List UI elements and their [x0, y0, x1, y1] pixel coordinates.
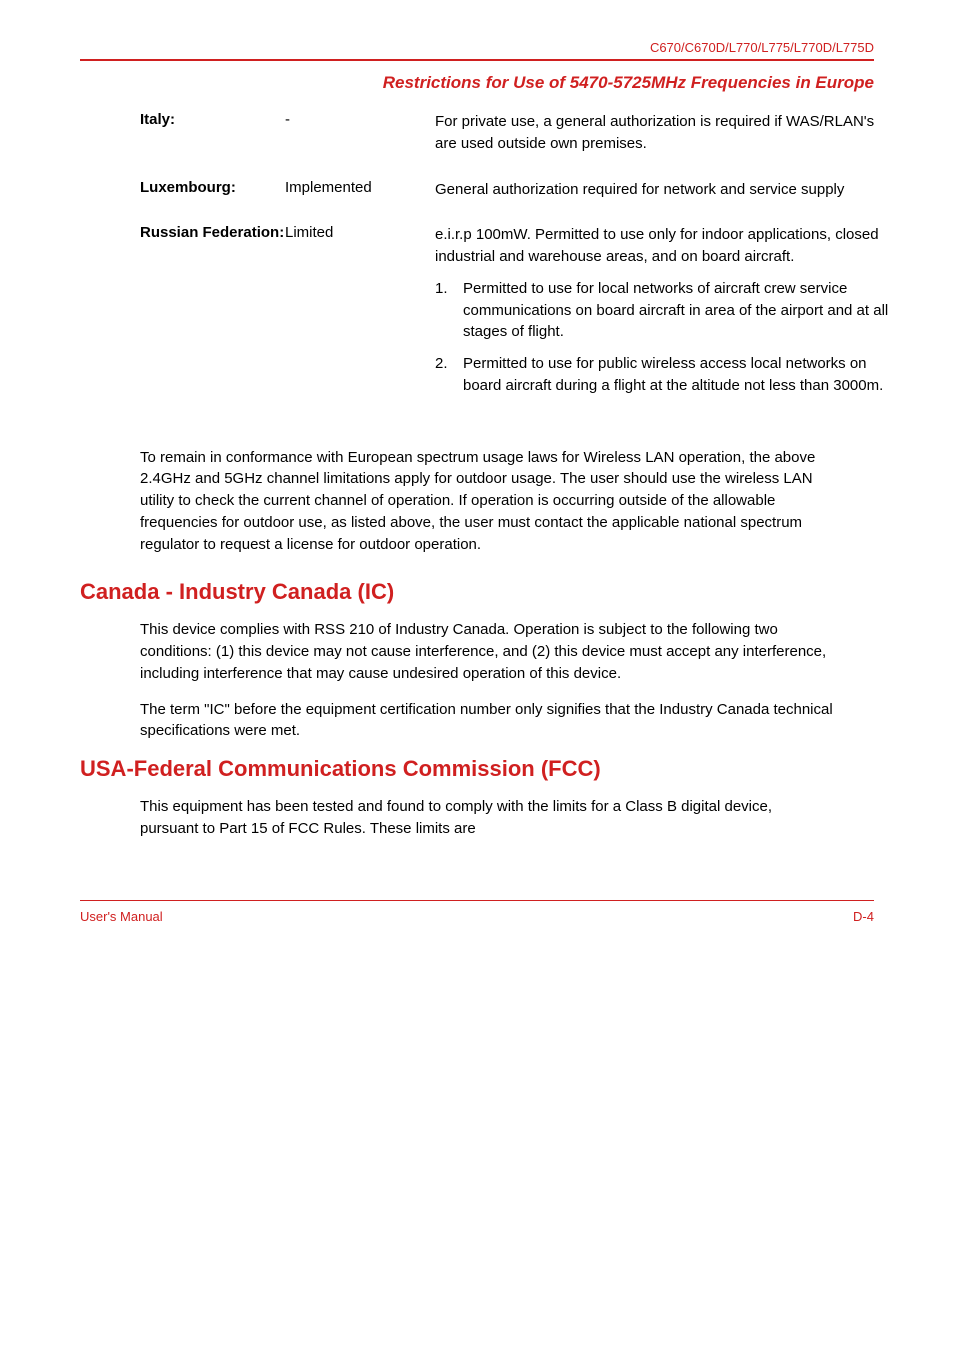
description-italy: For private use, a general authorization… — [435, 111, 934, 155]
fcc-heading: USA-Federal Communications Commission (F… — [80, 756, 874, 782]
russian-numbered-list: 1. Permitted to use for local networks o… — [435, 278, 894, 397]
list-text-2: Permitted to use for public wireless acc… — [463, 353, 894, 397]
footer-right: D-4 — [853, 909, 874, 924]
description-russian-text: e.i.r.p 100mW. Permitted to use only for… — [435, 226, 879, 265]
restrictions-row-russian: Russian Federation: Limited e.i.r.p 100m… — [140, 224, 934, 406]
header-divider — [80, 59, 874, 61]
restrictions-section-title: Restrictions for Use of 5470-5725MHz Fre… — [80, 73, 874, 93]
list-text-1: Permitted to use for local networks of a… — [463, 278, 894, 343]
status-russian: Limited — [285, 224, 435, 406]
list-num-2: 2. — [435, 353, 463, 397]
conformance-paragraph: To remain in conformance with European s… — [140, 447, 834, 556]
country-russian-label: Russian Federation: — [140, 224, 285, 406]
footer-left: User's Manual — [80, 909, 163, 924]
canada-p2: The term "IC" before the equipment certi… — [140, 699, 834, 743]
description-russian: e.i.r.p 100mW. Permitted to use only for… — [435, 224, 934, 406]
country-luxembourg-label: Luxembourg: — [140, 179, 285, 201]
fcc-p1: This equipment has been tested and found… — [140, 796, 834, 840]
restrictions-row-italy: Italy: - For private use, a general auth… — [140, 111, 934, 155]
restrictions-row-luxembourg: Luxembourg: Implemented General authoriz… — [140, 179, 934, 201]
page-footer: User's Manual D-4 — [80, 900, 874, 924]
status-italy: - — [285, 111, 435, 155]
restrictions-table: Italy: - For private use, a general auth… — [140, 111, 934, 407]
status-luxembourg: Implemented — [285, 179, 435, 201]
country-italy-label: Italy: — [140, 111, 285, 155]
canada-p1: This device complies with RSS 210 of Ind… — [140, 619, 834, 684]
header-model-text: C670/C670D/L770/L775/L770D/L775D — [80, 40, 874, 55]
canada-heading: Canada - Industry Canada (IC) — [80, 579, 874, 605]
description-luxembourg: General authorization required for netwo… — [435, 179, 934, 201]
list-num-1: 1. — [435, 278, 463, 343]
russian-list-item-2: 2. Permitted to use for public wireless … — [435, 353, 894, 397]
russian-list-item-1: 1. Permitted to use for local networks o… — [435, 278, 894, 343]
